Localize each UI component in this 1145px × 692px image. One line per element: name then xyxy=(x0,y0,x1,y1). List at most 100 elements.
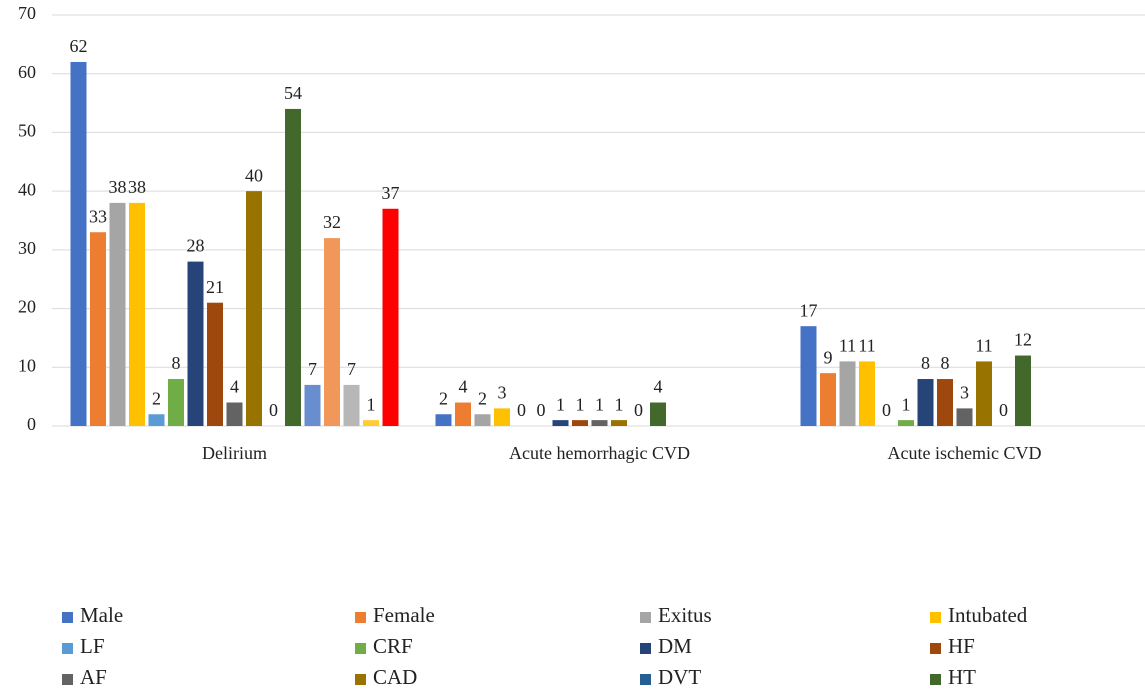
bar xyxy=(129,202,145,426)
data-label: 11 xyxy=(858,336,875,356)
bar xyxy=(304,384,321,426)
legend-swatch xyxy=(62,643,73,654)
legend-swatch xyxy=(62,612,73,623)
y-tick-label: 60 xyxy=(18,62,36,82)
data-label: 1 xyxy=(556,394,565,414)
legend-swatch xyxy=(640,612,651,623)
data-label: 28 xyxy=(187,236,205,256)
legend-label: Male xyxy=(80,603,123,627)
bar xyxy=(591,420,608,426)
legend-label: LF xyxy=(80,634,105,658)
bar xyxy=(148,414,165,426)
data-label: 1 xyxy=(615,394,624,414)
data-label: 0 xyxy=(537,400,546,420)
bar xyxy=(917,379,934,426)
data-label: 9 xyxy=(824,347,833,367)
bar xyxy=(455,402,471,426)
legend-swatch xyxy=(930,612,941,623)
bar xyxy=(898,420,914,426)
legend-label: Intubated xyxy=(948,603,1028,627)
x-tick-label: Delirium xyxy=(202,443,267,463)
bar xyxy=(552,420,569,426)
legend-label: Female xyxy=(373,603,435,627)
bar xyxy=(820,373,836,426)
bar xyxy=(650,402,666,426)
data-label: 7 xyxy=(347,359,356,379)
bar xyxy=(70,61,87,426)
bar xyxy=(435,414,452,426)
legend-label: AF xyxy=(80,665,107,689)
bar xyxy=(474,414,491,426)
bar xyxy=(187,261,204,426)
data-label: 33 xyxy=(89,206,107,226)
bar xyxy=(168,379,184,426)
bar xyxy=(324,238,340,426)
data-label: 17 xyxy=(800,300,818,320)
data-label: 38 xyxy=(109,177,127,197)
data-label: 1 xyxy=(595,394,604,414)
y-tick-label: 0 xyxy=(27,414,36,434)
data-label: 0 xyxy=(882,400,891,420)
bar xyxy=(494,408,510,426)
bar xyxy=(246,191,262,426)
legend-label: DVT xyxy=(658,665,701,689)
data-label: 11 xyxy=(975,336,992,356)
data-label: 0 xyxy=(634,400,643,420)
data-label: 4 xyxy=(230,377,239,397)
legend-label: HT xyxy=(948,665,976,689)
legend-swatch xyxy=(930,643,941,654)
data-label: 1 xyxy=(367,394,376,414)
bar xyxy=(800,326,817,426)
bar xyxy=(207,302,223,426)
data-label: 8 xyxy=(921,353,930,373)
legend-label: CRF xyxy=(373,634,413,658)
data-label: 0 xyxy=(999,400,1008,420)
x-tick-label: Acute ischemic CVD xyxy=(888,443,1042,463)
bar xyxy=(976,361,992,426)
legend-swatch xyxy=(640,674,651,685)
data-label: 2 xyxy=(439,388,448,408)
data-label: 0 xyxy=(517,400,526,420)
data-label: 7 xyxy=(308,359,317,379)
bar xyxy=(343,384,360,426)
data-label: 8 xyxy=(941,353,950,373)
y-tick-label: 30 xyxy=(18,238,36,258)
data-label: 11 xyxy=(839,336,856,356)
data-label: 40 xyxy=(245,165,263,185)
data-label: 37 xyxy=(382,183,400,203)
data-label: 0 xyxy=(269,400,278,420)
y-tick-label: 20 xyxy=(18,297,36,317)
data-label: 21 xyxy=(206,277,224,297)
data-label: 62 xyxy=(70,36,88,56)
bar xyxy=(363,420,379,426)
data-label: 12 xyxy=(1014,330,1032,350)
y-tick-label: 10 xyxy=(18,355,36,375)
legend-swatch xyxy=(355,674,366,685)
bar xyxy=(226,402,243,426)
y-tick-label: 50 xyxy=(18,121,36,141)
bar xyxy=(956,408,973,426)
data-label: 32 xyxy=(323,212,341,232)
data-label: 3 xyxy=(498,383,507,403)
legend-swatch xyxy=(62,674,73,685)
bar xyxy=(937,379,953,426)
bar xyxy=(109,202,126,426)
legend-label: Exitus xyxy=(658,603,712,627)
data-label: 1 xyxy=(902,394,911,414)
legend-label: HF xyxy=(948,634,975,658)
data-label: 2 xyxy=(478,388,487,408)
bar xyxy=(839,361,856,426)
legend-label: CAD xyxy=(373,665,417,689)
legend-swatch xyxy=(355,612,366,623)
bar xyxy=(1015,355,1031,426)
legend-swatch xyxy=(930,674,941,685)
data-label: 4 xyxy=(459,377,468,397)
data-label: 4 xyxy=(654,377,663,397)
legend-swatch xyxy=(355,643,366,654)
legend-label: DM xyxy=(658,634,692,658)
data-label: 54 xyxy=(284,83,302,103)
legend-swatch xyxy=(640,643,651,654)
bar xyxy=(90,232,106,426)
data-label: 38 xyxy=(128,177,146,197)
